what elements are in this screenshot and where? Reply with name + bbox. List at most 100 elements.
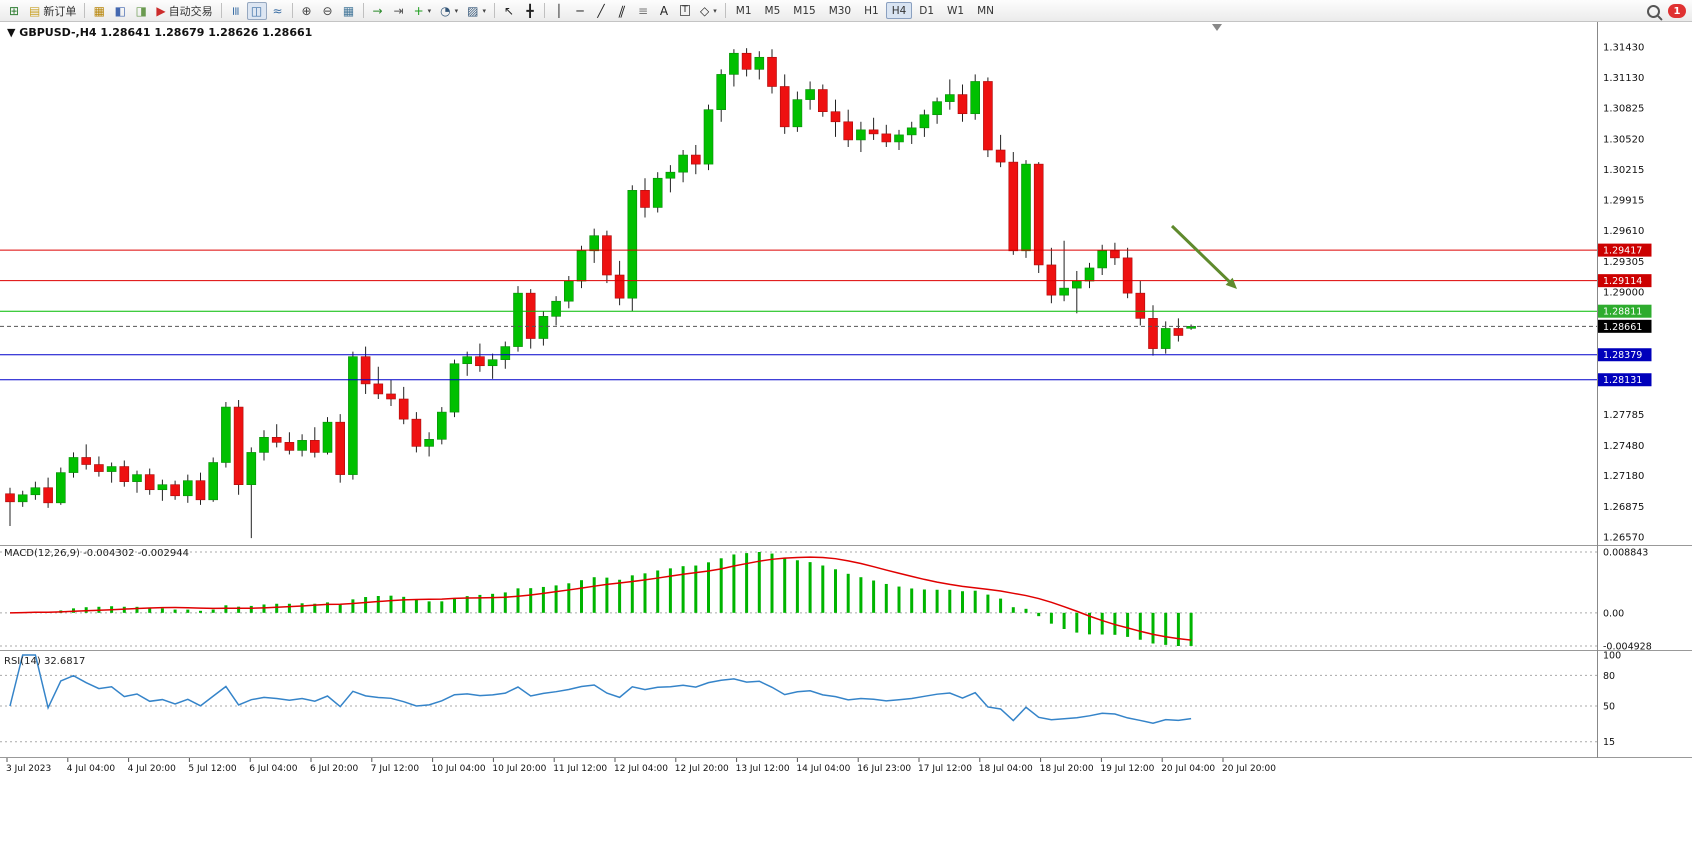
macd-axis-label: 0.008843 bbox=[1603, 548, 1648, 559]
market-watch-button[interactable]: ▦ bbox=[89, 2, 109, 20]
candle-body bbox=[881, 133, 892, 143]
text-label-icon: T bbox=[680, 4, 690, 17]
candle-body bbox=[538, 316, 549, 339]
candle-body bbox=[500, 346, 511, 360]
candle-body bbox=[1021, 163, 1031, 252]
notification-badge[interactable]: 1 bbox=[1668, 4, 1686, 18]
time-axis[interactable] bbox=[0, 758, 1692, 848]
templates-button[interactable]: ▨ ▾ bbox=[463, 2, 490, 20]
chart-shift-icon: ⇥ bbox=[393, 3, 404, 18]
autotrade-button-label: 自动交易 bbox=[168, 4, 213, 18]
candle-body bbox=[767, 56, 777, 87]
price-axis-label: 1.30520 bbox=[1603, 134, 1644, 145]
fibonacci-button[interactable]: ≡ bbox=[633, 2, 653, 20]
chart-shift-button[interactable]: ⇥ bbox=[389, 2, 409, 20]
indicators-button[interactable]: + ▾ bbox=[410, 2, 436, 20]
candle-body bbox=[17, 494, 28, 503]
candlestick-chart-type-button[interactable]: ◫ bbox=[246, 1, 267, 20]
navigator-button[interactable]: ◨ bbox=[131, 2, 151, 20]
timeframe-button-mn[interactable]: MN bbox=[977, 4, 995, 17]
timeframe-button-w1[interactable]: W1 bbox=[947, 4, 965, 17]
time-axis-label: 18 Jul 04:00 bbox=[979, 764, 1033, 774]
timeframe-button-h4[interactable]: H4 bbox=[885, 2, 913, 19]
candle-body bbox=[932, 101, 942, 116]
tile-windows-button[interactable]: ▦ bbox=[339, 2, 359, 20]
bar-chart-type-button[interactable]: ≡ bbox=[226, 2, 246, 20]
candle-body bbox=[906, 127, 917, 136]
trend-arrow-annotation[interactable] bbox=[1170, 224, 1231, 283]
cursor-button[interactable]: ↖ bbox=[499, 2, 519, 20]
timeframe-button-h1[interactable]: H1 bbox=[864, 4, 879, 17]
candle-body bbox=[297, 440, 307, 451]
candle-body bbox=[868, 129, 879, 135]
auto-scroll-icon: → bbox=[372, 3, 383, 18]
crosshair-button[interactable]: ╋ bbox=[520, 2, 540, 20]
time-axis-label: 16 Jul 23:00 bbox=[857, 764, 911, 774]
time-axis-label: 14 Jul 04:00 bbox=[796, 764, 850, 774]
candle-body bbox=[640, 190, 650, 208]
text-button[interactable]: A bbox=[654, 2, 674, 20]
auto-scroll-button[interactable]: → bbox=[368, 2, 388, 20]
new-chart-button[interactable]: ⊞ bbox=[4, 2, 24, 20]
rsi-axis-label: 15 bbox=[1603, 737, 1615, 748]
data-window-button[interactable]: ◧ bbox=[110, 2, 130, 20]
candle-body bbox=[1110, 250, 1120, 259]
candle-body bbox=[373, 383, 384, 395]
candle-body bbox=[157, 484, 168, 491]
templates-icon: ▨ bbox=[467, 3, 479, 18]
price-axis-label: 1.29610 bbox=[1603, 226, 1644, 237]
candle-body bbox=[1072, 280, 1082, 289]
dropdown-caret-icon: ▾ bbox=[427, 6, 432, 15]
price-tag-1.28131 bbox=[1597, 373, 1652, 387]
timeframe-button-m1[interactable]: M1 bbox=[735, 4, 752, 17]
candle-body bbox=[602, 235, 612, 276]
tile-windows-icon: ▦ bbox=[342, 3, 355, 18]
candle-body bbox=[1173, 328, 1184, 336]
price-axis-label: 1.26875 bbox=[1603, 502, 1644, 513]
vertical-line-button[interactable]: │ bbox=[549, 2, 569, 20]
zoom-out-button[interactable]: ⊖ bbox=[318, 2, 338, 20]
price-axis[interactable] bbox=[1597, 22, 1692, 758]
trendline-icon: ╱ bbox=[597, 3, 605, 18]
price-tag-label: 1.28811 bbox=[1603, 307, 1642, 318]
candle-body bbox=[614, 274, 625, 299]
periods-button[interactable]: ◔ ▾ bbox=[436, 2, 462, 20]
timeframe-button-m5[interactable]: M5 bbox=[764, 4, 781, 17]
zoom-in-button[interactable]: ⊕ bbox=[297, 2, 317, 20]
candle-body bbox=[1097, 250, 1107, 269]
candle-body bbox=[195, 480, 206, 501]
arrows-button[interactable]: ◇ ▾ bbox=[696, 2, 721, 20]
time-axis-label: 4 Jul 04:00 bbox=[67, 764, 116, 774]
candle-body bbox=[5, 493, 15, 503]
timeframe-button-m30[interactable]: M30 bbox=[828, 4, 852, 17]
price-tag-label: 1.29417 bbox=[1603, 246, 1642, 257]
candle-body bbox=[830, 111, 841, 123]
time-axis-label: 6 Jul 04:00 bbox=[249, 764, 298, 774]
candle-body bbox=[551, 300, 561, 317]
candlestick-chart-type-icon: ◫ bbox=[250, 3, 263, 18]
candle-body bbox=[856, 129, 866, 141]
search-icon[interactable] bbox=[1647, 4, 1660, 18]
time-axis-label: 6 Jul 20:00 bbox=[310, 764, 359, 774]
toolbar-separator bbox=[724, 3, 726, 18]
equidistant-channel-button[interactable]: ∥ bbox=[612, 2, 632, 20]
candle-body bbox=[525, 292, 536, 339]
autotrade-button[interactable]: ▶ 自动交易 bbox=[152, 2, 216, 20]
line-chart-type-button[interactable]: ≈ bbox=[268, 2, 288, 20]
macd-signal-line bbox=[9, 556, 1192, 641]
price-axis-label: 1.27180 bbox=[1603, 471, 1644, 482]
time-axis-label: 20 Jul 20:00 bbox=[1222, 764, 1276, 774]
new-order-button[interactable]: ▤ 新订单 bbox=[25, 2, 80, 20]
candle-body bbox=[170, 484, 180, 497]
timeframe-button-d1[interactable]: D1 bbox=[919, 4, 935, 17]
timeframe-button-m15[interactable]: M15 bbox=[793, 4, 816, 17]
candle-body bbox=[576, 250, 587, 282]
candle-body bbox=[894, 134, 904, 143]
horizontal-line-button[interactable]: ─ bbox=[570, 2, 590, 20]
candle-body bbox=[386, 393, 396, 400]
candle-body bbox=[132, 474, 142, 482]
candle-body bbox=[106, 466, 117, 472]
trendline-button[interactable]: ╱ bbox=[591, 2, 611, 20]
toolbar-separator bbox=[362, 3, 364, 18]
text-label-button[interactable]: T bbox=[675, 2, 695, 20]
